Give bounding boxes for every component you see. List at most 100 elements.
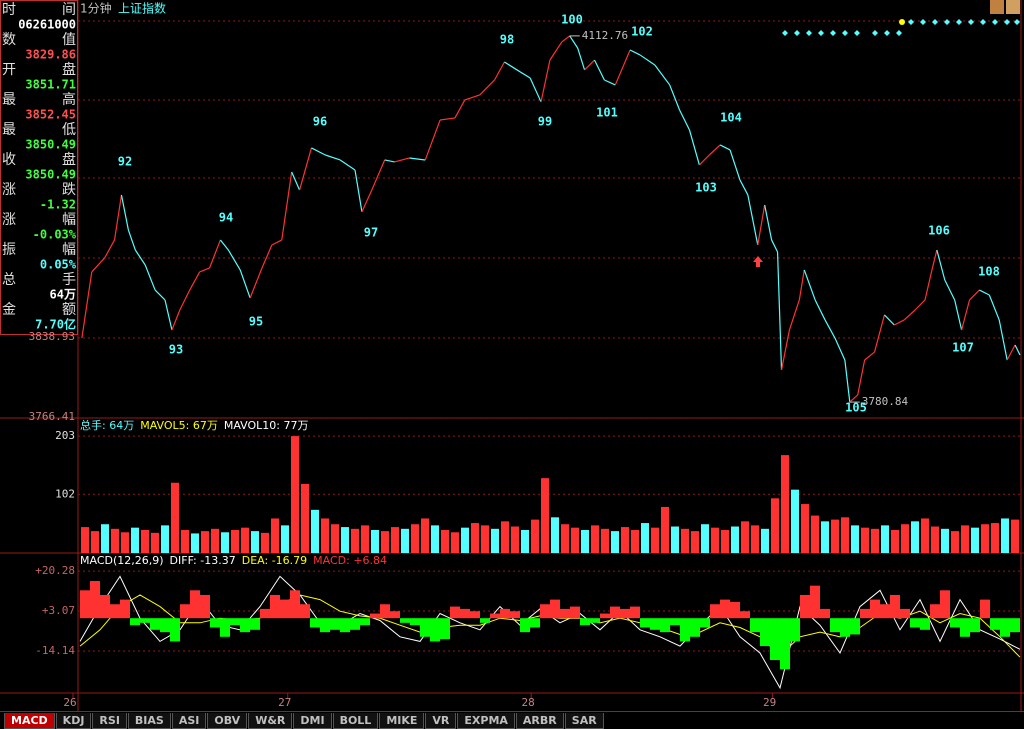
price-segment (120, 194, 129, 231)
icon[interactable] (1006, 0, 1020, 14)
y-tick-label: +20.28 (35, 564, 75, 577)
price-segment (529, 77, 542, 103)
volume-bar (401, 528, 409, 553)
wave-label: 103 (695, 181, 717, 195)
macd-bar (880, 604, 890, 619)
volume-bar (921, 518, 929, 553)
indicator-tab[interactable]: W&R (248, 712, 293, 729)
volume-bar (411, 524, 419, 553)
macd-bar (350, 618, 360, 630)
price-segment (504, 61, 521, 73)
macd-bar (500, 608, 510, 619)
price-segment (944, 279, 956, 301)
price-segment (998, 319, 1008, 361)
price-segment (577, 47, 586, 71)
indicator-tab[interactable]: BIAS (127, 712, 171, 729)
volume-bar (181, 529, 189, 553)
indicator-tab[interactable]: ASI (171, 712, 207, 729)
wave-label: 107 (952, 341, 974, 355)
arrow (753, 256, 763, 267)
volume-bar (351, 528, 359, 553)
macd-bar (780, 618, 790, 670)
volume-bar (851, 525, 859, 553)
price-segment (719, 144, 731, 151)
indicator-tab[interactable]: VR (425, 712, 457, 729)
indicator-tab[interactable]: EXPMA (457, 712, 515, 729)
price-segment (780, 329, 791, 371)
price-segment (629, 49, 641, 56)
price-segment (249, 267, 263, 299)
volume-bar (801, 504, 809, 553)
legend-entry: MAVOL5: 67万 (140, 419, 218, 432)
volume-bar (281, 525, 289, 553)
price-segment (788, 299, 800, 331)
indicator-tab[interactable]: ARBR (515, 712, 564, 729)
tab-bar: MACD KDJ RSI BIAS ASI OBV W&R DMI BOLL MIKE VR EXPM… (0, 711, 1024, 729)
volume-bar (731, 526, 739, 553)
indicator-tab[interactable]: SAR (564, 712, 604, 729)
price-segment (354, 169, 363, 213)
macd-bar (730, 601, 740, 619)
macd-bar (900, 608, 910, 619)
macd-bar (650, 618, 660, 630)
macd-bar (580, 618, 590, 626)
volume-bar (641, 523, 649, 553)
price-segment (299, 147, 313, 191)
y-tick-label: 3838.93 (29, 330, 75, 343)
indicator-tab[interactable]: BOLL (332, 712, 379, 729)
volume-bar (591, 525, 599, 553)
price-segment (261, 244, 273, 269)
info-value: -0.03% (33, 228, 77, 242)
volume-bar (261, 532, 269, 553)
macd-bar (400, 618, 410, 623)
macd-bar (170, 618, 180, 642)
volume-bar (271, 518, 279, 553)
volume-bar (231, 529, 239, 553)
price-segment (91, 257, 106, 273)
wave-label: 108 (978, 265, 1000, 279)
macd-bar (440, 618, 450, 640)
price-segment (199, 267, 210, 273)
y-tick-label: 102 (55, 487, 75, 500)
macd-bar (550, 599, 560, 619)
macd-bar (800, 594, 810, 619)
indicator-tab[interactable]: DMI (293, 712, 332, 729)
macd-bar (120, 599, 130, 619)
macd-bar (1000, 618, 1010, 637)
indicator-tab[interactable]: OBV (207, 712, 248, 729)
macd-bar (980, 599, 990, 619)
info-value: 3850.49 (25, 168, 76, 182)
price-segment (771, 239, 779, 253)
volume-bar (981, 524, 989, 553)
icon[interactable] (990, 0, 1004, 14)
macd-bar (110, 604, 120, 619)
price-segment (440, 117, 456, 121)
price-segment (698, 154, 710, 166)
macd-bar (340, 618, 350, 633)
macd-bar (600, 613, 610, 619)
x-tick-label: 27 (278, 696, 291, 709)
price-segment (873, 314, 886, 353)
macd-bar (320, 618, 330, 633)
indicator-tab[interactable]: MACD (4, 712, 55, 729)
price-segment (798, 269, 805, 301)
volume-bar (611, 531, 619, 553)
indicator-tab[interactable]: MIKE (379, 712, 425, 729)
macd-bar (390, 611, 400, 619)
price-segment (464, 94, 480, 101)
volume-bar (621, 527, 629, 553)
price-segment (561, 35, 571, 43)
price-segment (688, 129, 700, 166)
price-segment (540, 59, 551, 103)
wave-label: 100 (561, 13, 583, 27)
indicator-tab[interactable]: KDJ (55, 712, 92, 729)
legend-entry: DIFF: -13.37 (170, 554, 236, 567)
volume-bar (151, 532, 159, 553)
price-segment (239, 269, 251, 299)
wave-label: 94 (219, 211, 233, 225)
macd-bar (930, 604, 940, 619)
volume-bar (171, 482, 179, 553)
macd-bar (890, 594, 900, 619)
indicator-tab[interactable]: RSI (92, 712, 127, 729)
macd-bar (300, 604, 310, 619)
